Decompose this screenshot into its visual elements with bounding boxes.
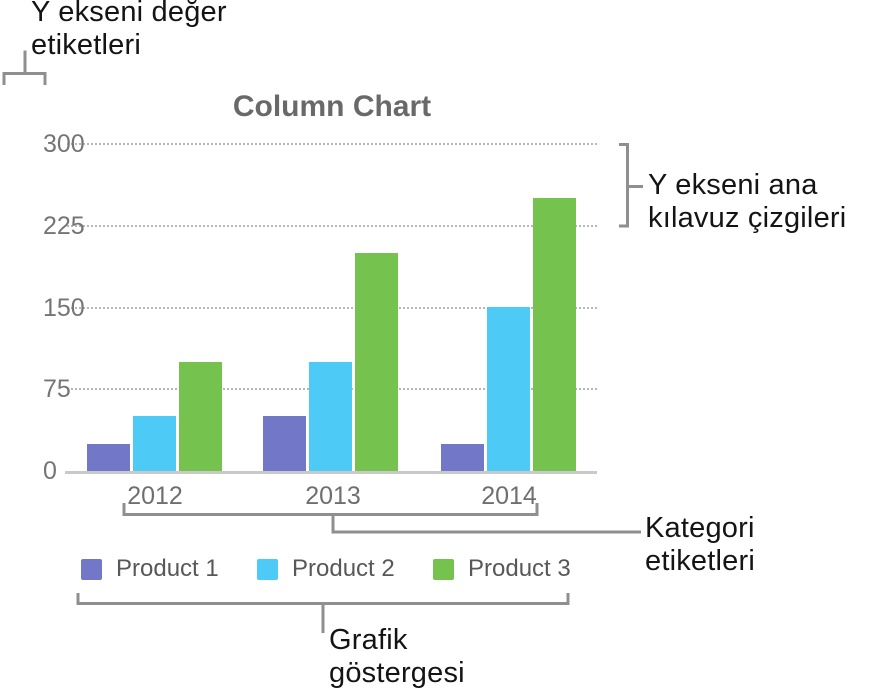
category-label-2014: 2014 <box>481 482 537 510</box>
bar-2012-product-2 <box>133 416 176 471</box>
y-tick-label-0: 0 <box>43 457 57 485</box>
y-tick-label-225: 225 <box>43 211 85 240</box>
annotation-line: Y ekseni değer <box>31 0 227 28</box>
annotation-line: etiketleri <box>645 545 755 577</box>
annotation-line: Y ekseni ana <box>648 169 818 201</box>
legend-swatch-3 <box>433 558 454 580</box>
bar-2012-product-3 <box>179 362 222 471</box>
legend-label-1: Product 1 <box>116 555 219 582</box>
annotation-line: etiketleri <box>31 29 141 61</box>
gridline-225 <box>67 224 597 227</box>
gridline-300 <box>67 143 597 145</box>
annotation-y-gridlines: Y ekseni ana kılavuz çizgileri <box>648 169 846 235</box>
legend-swatch-2 <box>257 558 278 580</box>
legend-label-2: Product 2 <box>292 555 395 582</box>
bar-2014-product-2 <box>487 307 530 471</box>
bar-2013-product-2 <box>309 362 352 471</box>
x-axis-line <box>65 471 597 474</box>
bar-2014-product-1 <box>441 444 484 471</box>
gridline-150 <box>67 306 597 309</box>
annotation-line: Grafik <box>329 624 408 656</box>
y-tick-label-300: 300 <box>43 130 85 158</box>
legend-item-1: Product 1 <box>81 555 219 582</box>
y-tick-label-150: 150 <box>43 293 85 322</box>
annotation-line: kılavuz çizgileri <box>648 202 847 234</box>
bar-2014-product-3 <box>533 198 576 471</box>
y-tick-label-75: 75 <box>43 375 71 404</box>
annotation-line: göstergesi <box>329 657 465 689</box>
category-label-2013: 2013 <box>305 482 361 510</box>
chart-title: Column Chart <box>232 90 432 123</box>
category-labels-bracket <box>122 503 641 534</box>
chart-legend-bracket <box>76 593 570 633</box>
annotation-chart-legend: Grafik göstergesi <box>329 624 465 689</box>
category-label-2012: 2012 <box>127 482 183 510</box>
legend-item-3: Product 3 <box>433 555 571 582</box>
annotation-y-value-labels: Y ekseni değer etiketleri <box>31 0 227 62</box>
y-gridlines-bracket <box>619 143 643 228</box>
annotation-line: Kategori <box>645 512 755 544</box>
legend-label-3: Product 3 <box>468 555 571 582</box>
annotation-category-labels: Kategori etiketleri <box>645 512 755 578</box>
legend-swatch-1 <box>81 558 102 580</box>
legend-item-2: Product 2 <box>257 555 395 582</box>
bar-2012-product-1 <box>87 444 130 471</box>
bar-2013-product-1 <box>263 416 306 471</box>
bar-2013-product-3 <box>355 253 398 471</box>
